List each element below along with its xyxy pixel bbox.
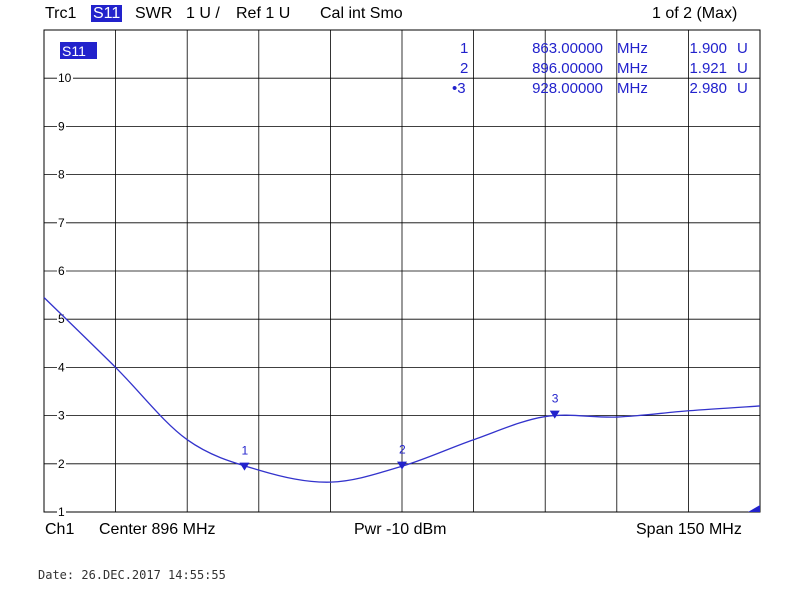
y-tick-bg — [57, 167, 66, 182]
y-tick-bg — [57, 456, 66, 471]
marker-row-vunit: U — [737, 60, 748, 77]
trace-markers: 1 2 3 — [239, 392, 560, 471]
y-tick-label: 6 — [58, 264, 65, 278]
y-tick-label: 9 — [58, 119, 65, 133]
marker-label: 3 — [552, 392, 559, 406]
power-level: Pwr -10 dBm — [354, 521, 447, 538]
y-tick-label: 10 — [58, 71, 72, 85]
end-marker-icon — [748, 505, 760, 512]
marker-row-value: 1.921 — [689, 60, 727, 77]
y-axis-ticks: 1 2 3 4 5 6 7 8 9 10 — [57, 71, 73, 519]
marker-row-id: •3 — [452, 80, 466, 97]
marker-row-unit: MHz — [617, 40, 648, 57]
marker-row-freq: 863.00000 — [532, 40, 603, 57]
marker-label: 2 — [399, 443, 406, 457]
page-indicator: 1 of 2 (Max) — [652, 5, 738, 22]
marker-row-unit: MHz — [617, 80, 648, 97]
marker-row-value: 1.900 — [689, 40, 727, 57]
y-tick-label: 8 — [58, 168, 65, 182]
y-tick-label: 5 — [58, 312, 65, 326]
y-tick-bg — [57, 71, 73, 86]
ref-label: Ref 1 U — [236, 5, 291, 22]
channel-label: Ch1 — [45, 521, 75, 538]
y-tick-bg — [57, 505, 66, 519]
plot-grid — [43, 29, 761, 513]
scale-label: 1 U / — [186, 5, 220, 22]
format-label: SWR — [135, 5, 173, 22]
center-freq: Center 896 MHz — [99, 521, 216, 538]
y-tick-label: 4 — [58, 360, 65, 374]
marker-row-freq: 928.00000 — [532, 80, 603, 97]
y-tick-label: 2 — [58, 457, 65, 471]
marker-triangle-icon[interactable] — [397, 461, 407, 470]
trace-label: Trc1 — [45, 5, 77, 22]
y-tick-bg — [57, 215, 66, 230]
marker-triangle-icon[interactable] — [549, 410, 560, 419]
marker-row-freq: 896.00000 — [532, 60, 603, 77]
plot-trace-badge-box — [60, 42, 97, 59]
marker-row-vunit: U — [737, 40, 748, 57]
marker-table: 1 863.00000 MHz 1.900 U 2 896.00000 MHz 1.921 U •3… — [452, 40, 748, 97]
marker-row-id: 1 — [460, 40, 468, 57]
marker-label: 1 — [241, 444, 248, 458]
y-tick-label: 3 — [58, 409, 65, 423]
y-tick-label: 1 — [58, 505, 65, 519]
marker-row-vunit: U — [737, 80, 748, 97]
y-tick-bg — [57, 264, 66, 278]
y-tick-bg — [57, 119, 66, 134]
y-tick-bg — [57, 408, 66, 423]
marker-row-value: 2.980 — [689, 80, 727, 97]
y-tick-bg — [57, 360, 66, 375]
cal-label: Cal int Smo — [320, 5, 403, 22]
plot-trace-badge: S11 — [62, 43, 86, 59]
y-tick-label: 7 — [58, 216, 65, 230]
s11-badge[interactable]: S11 — [91, 5, 123, 22]
marker-triangle-icon[interactable] — [239, 462, 250, 471]
span-freq: Span 150 MHz — [636, 521, 742, 538]
s11-trace — [43, 297, 761, 483]
trace-param-badge[interactable]: S11 — [91, 5, 123, 23]
date-stamp: Date: 26.DEC.2017 14:55:55 — [38, 568, 226, 582]
y-tick-bg — [57, 312, 66, 327]
marker-row-id: 2 — [460, 60, 468, 77]
marker-row-unit: MHz — [617, 60, 648, 77]
